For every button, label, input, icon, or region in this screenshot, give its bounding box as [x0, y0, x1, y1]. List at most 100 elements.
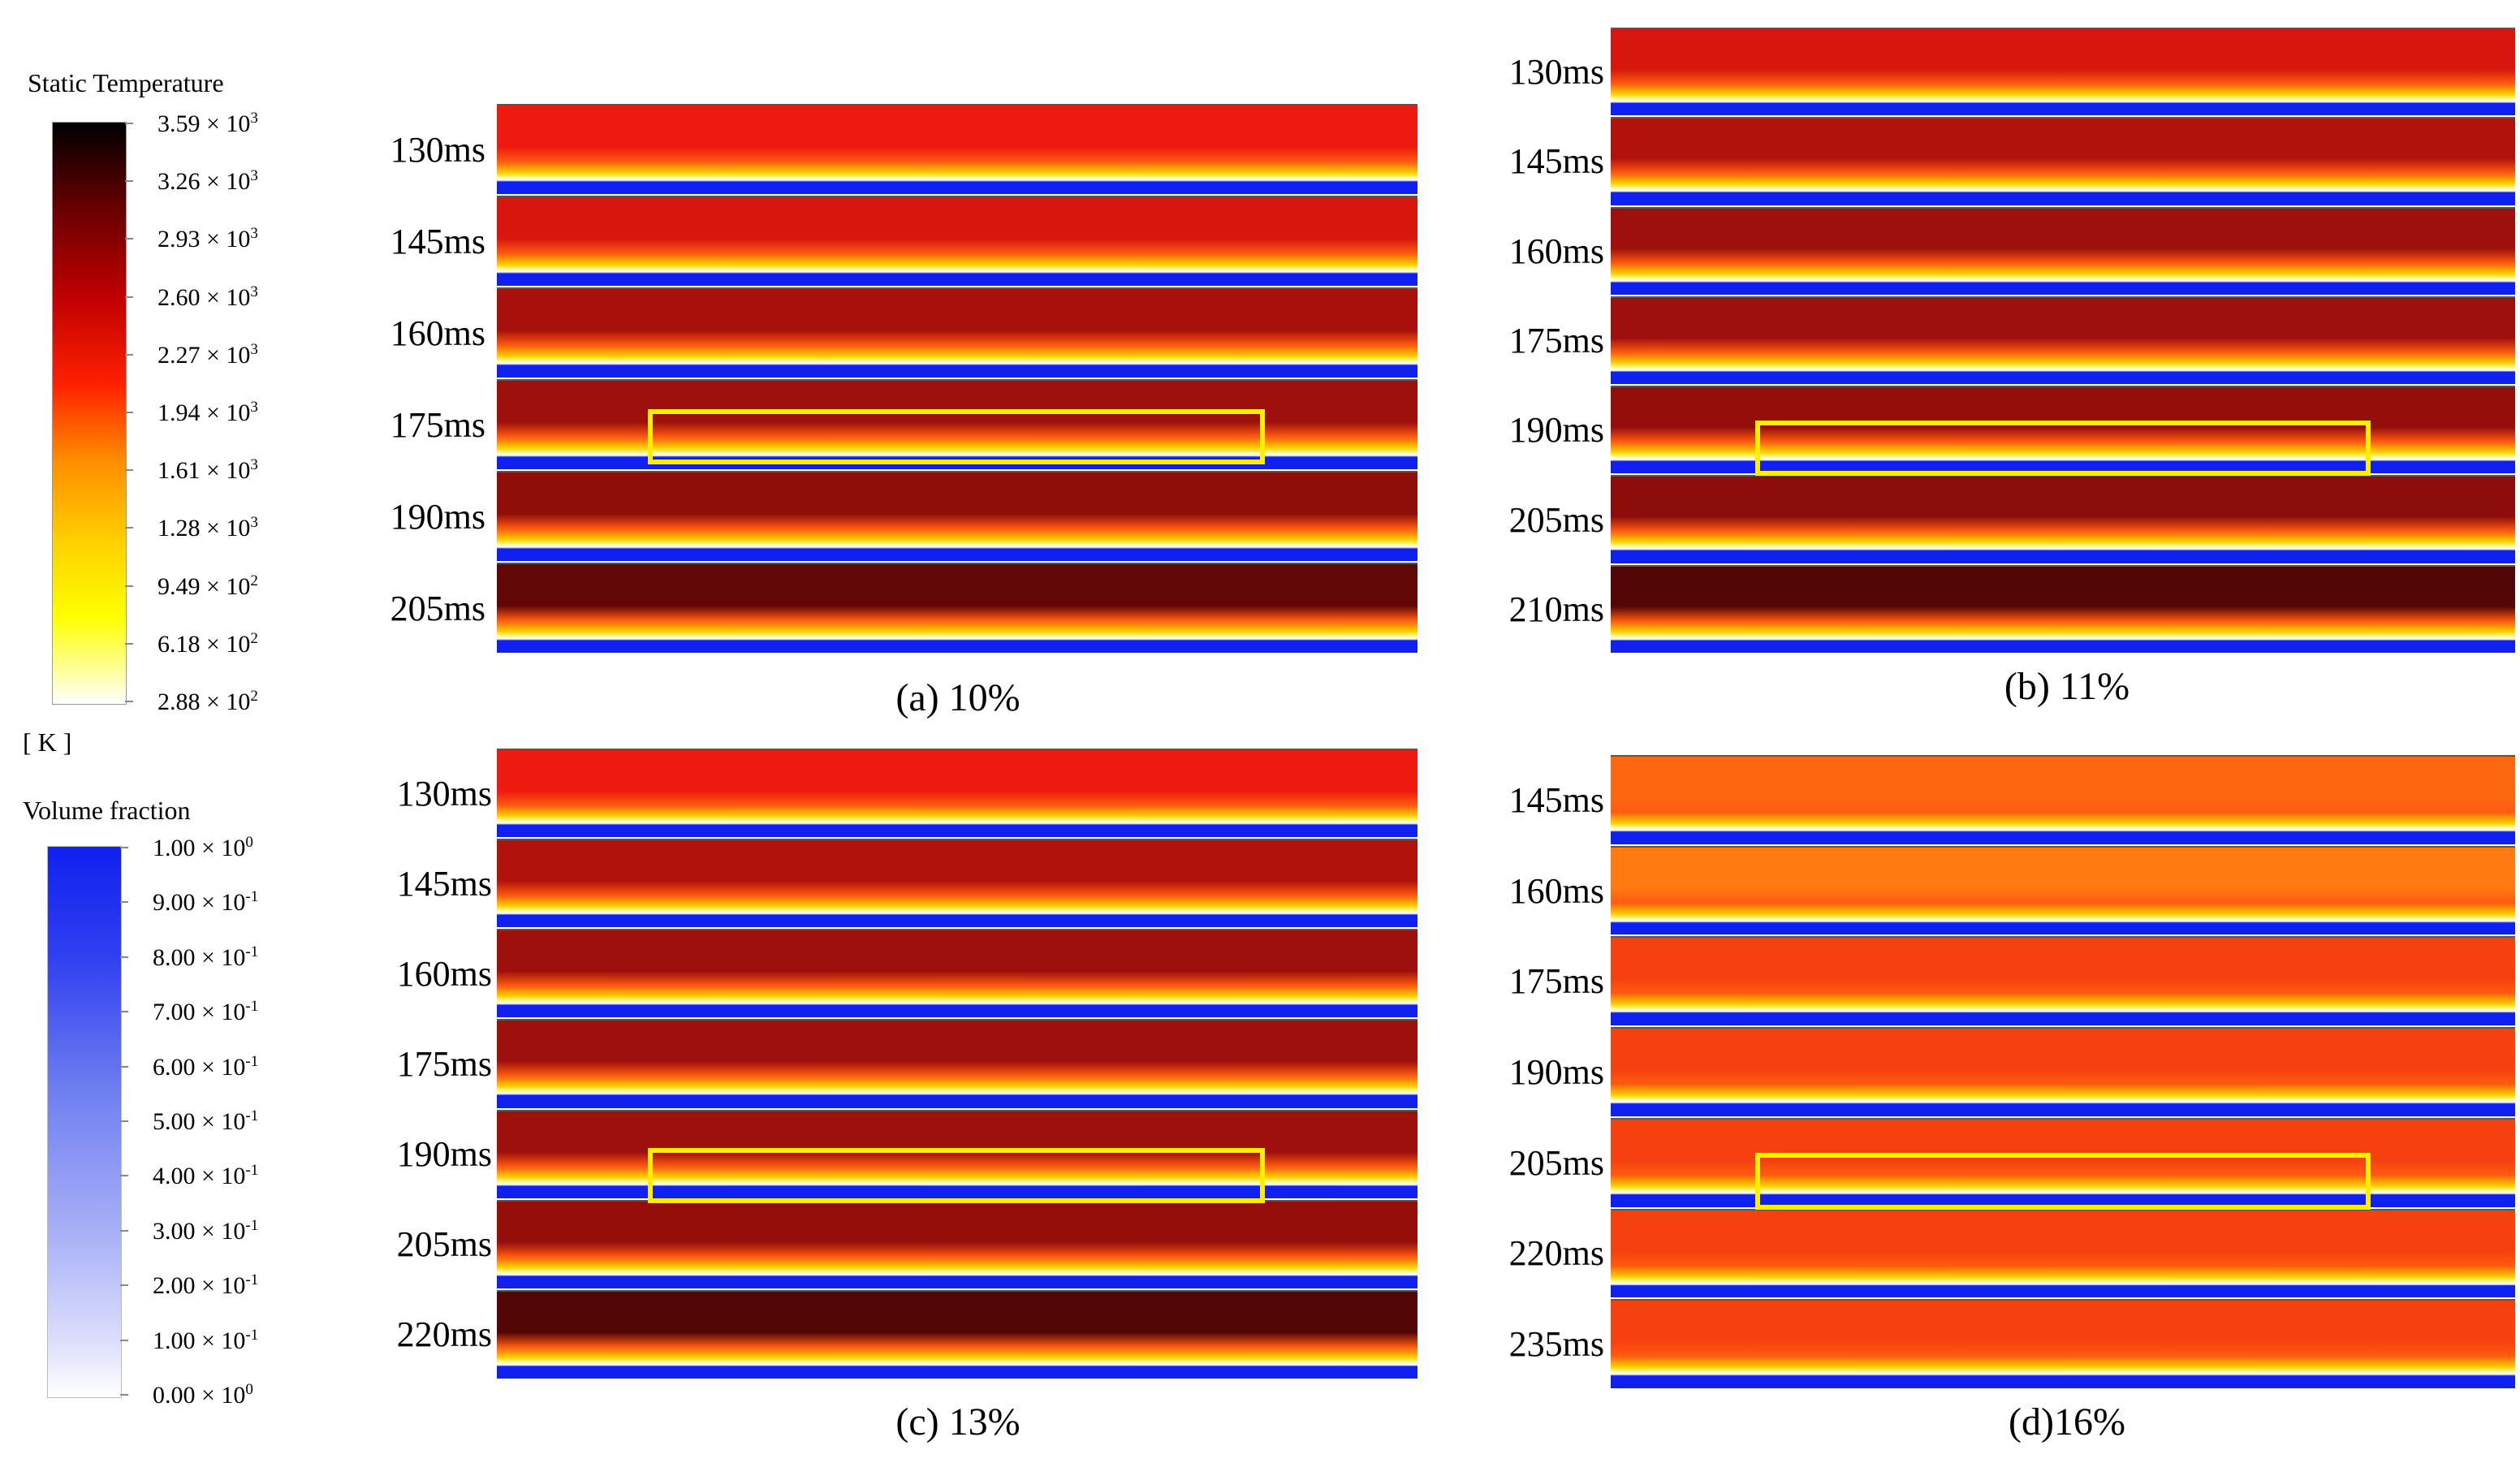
simulation-strip	[497, 471, 1418, 561]
time-label: 205ms	[1508, 1142, 1604, 1183]
volume-tick-mark	[120, 1175, 128, 1177]
simulation-strip	[1611, 206, 2515, 295]
volume-legend-title: Volume fraction	[23, 796, 191, 825]
simulation-strip	[1611, 1117, 2515, 1207]
time-label: 190ms	[390, 496, 485, 537]
highlight-box	[1755, 421, 2371, 476]
time-label: 210ms	[1508, 589, 1604, 629]
temperature-tick-mark	[125, 296, 133, 298]
time-label: 145ms	[1508, 141, 1604, 182]
volume-tick-label: 9.00 × 10-1	[153, 888, 259, 917]
volume-tick-mark	[120, 1065, 128, 1068]
time-label: 130ms	[390, 129, 485, 170]
temperature-tick-label: 1.94 × 103	[158, 399, 258, 426]
simulation-strip	[497, 929, 1418, 1018]
volume-tick-label: 8.00 × 10-1	[153, 943, 259, 971]
highlight-box	[648, 1148, 1265, 1203]
simulation-strip	[1611, 564, 2515, 653]
simulation-strip	[497, 1289, 1418, 1379]
temperature-colorbar	[52, 122, 127, 705]
volume-tick-label: 2.00 × 10-1	[153, 1271, 259, 1300]
volume-tick-mark	[120, 1120, 128, 1122]
temperature-tick-mark	[125, 238, 133, 240]
simulation-strip	[497, 287, 1418, 378]
temperature-tick-mark	[125, 353, 133, 356]
time-label: 205ms	[396, 1224, 492, 1265]
volume-tick-mark	[120, 1394, 128, 1396]
temperature-tick-label: 2.60 × 103	[158, 283, 258, 311]
time-label: 130ms	[1508, 52, 1604, 93]
time-label: 145ms	[396, 863, 492, 904]
panel-caption: (d)16%	[2009, 1400, 2125, 1444]
volume-tick-label: 5.00 × 10-1	[153, 1107, 259, 1135]
simulation-strip	[1611, 475, 2515, 563]
volume-tick-label: 6.00 × 10-1	[153, 1052, 259, 1081]
time-label: 205ms	[1508, 499, 1604, 540]
simulation-strip	[497, 1199, 1418, 1288]
simulation-strip	[1611, 755, 2515, 844]
volume-tick-label: 1.00 × 10-1	[153, 1326, 259, 1354]
volume-tick-label: 7.00 × 10-1	[153, 998, 259, 1026]
time-label: 190ms	[1508, 1052, 1604, 1092]
simulation-strip	[1611, 936, 2515, 1026]
panel-caption: (a) 10%	[895, 676, 1021, 719]
panel-caption: (b) 11%	[2004, 665, 2130, 708]
time-label: 160ms	[390, 313, 485, 353]
volume-tick-mark	[120, 956, 128, 958]
temperature-tick-label: 1.28 × 103	[158, 514, 258, 542]
time-label: 160ms	[1508, 870, 1604, 911]
temperature-tick-mark	[125, 180, 133, 183]
simulation-strip	[497, 839, 1418, 928]
time-label: 130ms	[396, 773, 492, 813]
temperature-tick-mark	[125, 123, 133, 124]
temperature-tick-label: 3.26 × 103	[158, 167, 258, 196]
time-label: 220ms	[396, 1314, 492, 1355]
time-label: 205ms	[390, 588, 485, 628]
time-label: 190ms	[396, 1134, 492, 1175]
simulation-strip	[497, 563, 1418, 653]
simulation-strip	[497, 749, 1418, 838]
simulation-strip	[1611, 1208, 2515, 1298]
simulation-strip	[497, 1019, 1418, 1108]
time-label: 175ms	[390, 404, 485, 445]
temperature-tick-mark	[125, 642, 133, 645]
temperature-tick-label: 2.88 × 102	[158, 688, 258, 715]
temperature-tick-mark	[125, 412, 133, 413]
temperature-unit: [ K ]	[23, 727, 72, 757]
volume-tick-mark	[120, 847, 128, 848]
volume-tick-mark	[120, 1339, 128, 1341]
time-label: 175ms	[1508, 961, 1604, 1002]
temperature-tick-mark	[125, 469, 133, 472]
simulation-strip	[1611, 845, 2515, 935]
temperature-tick-mark	[125, 585, 133, 587]
temperature-legend-title: Static Temperature	[28, 68, 224, 97]
volume-tick-label: 3.00 × 10-1	[153, 1216, 259, 1245]
volume-tick-mark	[120, 1229, 128, 1232]
simulation-strip	[1611, 1027, 2515, 1116]
volume-colorbar	[47, 846, 122, 1398]
simulation-strip	[497, 104, 1418, 194]
time-label: 160ms	[396, 953, 492, 994]
temperature-tick-mark	[125, 701, 133, 702]
time-label: 160ms	[1508, 231, 1604, 271]
time-label: 175ms	[1508, 321, 1604, 360]
time-label: 220ms	[1508, 1233, 1604, 1274]
simulation-strip	[1611, 1299, 2515, 1388]
volume-tick-mark	[120, 1284, 128, 1287]
panel-caption: (c) 13%	[895, 1400, 1021, 1444]
time-label: 190ms	[1508, 410, 1604, 451]
time-label: 145ms	[1508, 779, 1604, 820]
time-label: 145ms	[390, 221, 485, 261]
volume-tick-label: 0.00 × 100	[153, 1381, 253, 1409]
temperature-tick-label: 6.18 × 102	[158, 629, 258, 658]
temperature-tick-label: 2.93 × 103	[158, 225, 258, 253]
volume-tick-mark	[120, 1011, 128, 1013]
temperature-tick-label: 2.27 × 103	[158, 340, 258, 369]
time-label: 175ms	[396, 1044, 492, 1084]
temperature-tick-mark	[125, 527, 133, 529]
simulation-strip	[1611, 28, 2515, 116]
simulation-strip	[497, 196, 1418, 286]
simulation-strip	[1611, 296, 2515, 385]
temperature-tick-label: 3.59 × 103	[158, 110, 258, 137]
temperature-tick-label: 9.49 × 102	[158, 572, 258, 600]
